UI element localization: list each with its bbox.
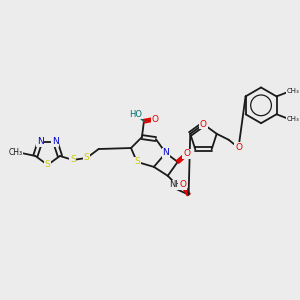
Text: O: O	[200, 120, 207, 129]
Text: N: N	[162, 148, 169, 158]
Text: O: O	[151, 115, 158, 124]
Text: N: N	[37, 137, 44, 146]
Text: HO: HO	[130, 110, 142, 119]
Text: CH₃: CH₃	[287, 88, 300, 94]
Text: S: S	[84, 154, 90, 163]
Text: S: S	[134, 158, 140, 166]
Text: CH₃: CH₃	[8, 148, 22, 157]
Text: S: S	[45, 160, 50, 169]
Text: N: N	[52, 137, 59, 146]
Text: NH: NH	[169, 180, 182, 189]
Text: CH₃: CH₃	[287, 116, 300, 122]
Text: S: S	[70, 155, 76, 164]
Text: O: O	[183, 149, 190, 158]
Text: O: O	[235, 143, 242, 152]
Text: O: O	[179, 180, 186, 189]
